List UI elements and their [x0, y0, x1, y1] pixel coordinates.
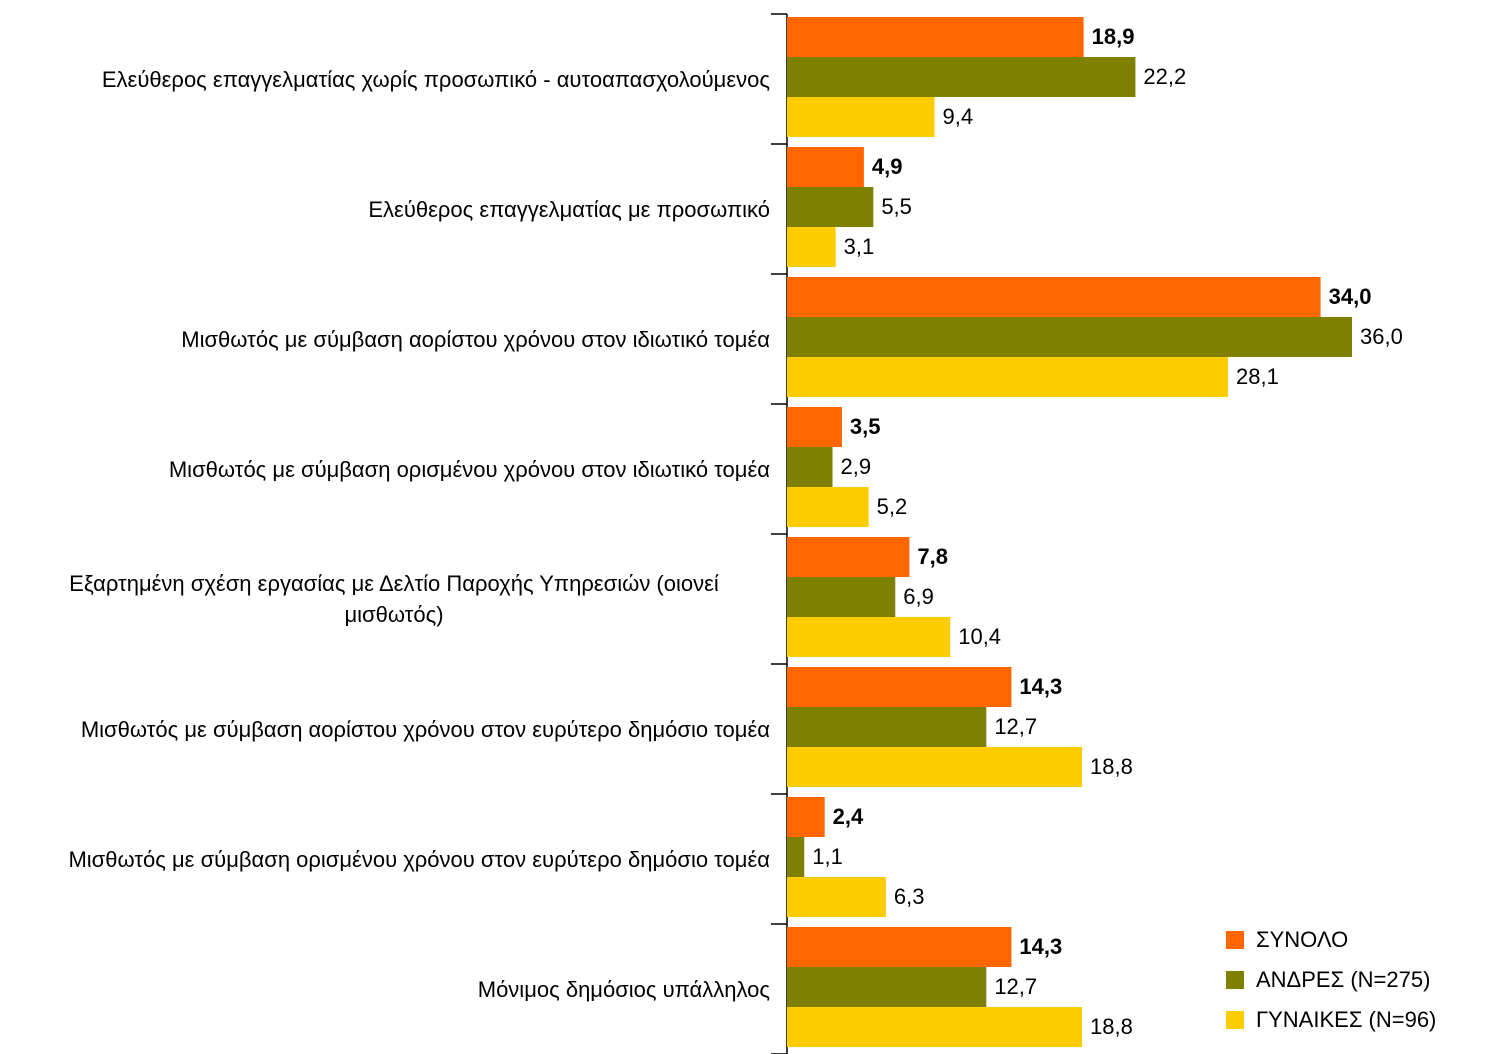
value-label: 2,4: [833, 804, 864, 829]
value-label: 4,9: [872, 154, 903, 179]
category-label: Μόνιμος δημόσιος υπάλληλος: [478, 974, 770, 1005]
category-label: Μισθωτός με σύμβαση ορισμένου χρόνου στο…: [169, 454, 770, 485]
value-label: 6,3: [894, 884, 925, 909]
value-label: 18,8: [1090, 754, 1133, 779]
value-label: 34,0: [1329, 284, 1372, 309]
bar: [787, 617, 950, 657]
value-label: 5,2: [877, 494, 908, 519]
category-label-box: Μισθωτός με σύμβαση ορισμένου χρόνου στο…: [68, 794, 770, 924]
value-label: 14,3: [1019, 674, 1062, 699]
bar: [787, 927, 1011, 967]
value-label: 22,2: [1143, 64, 1186, 89]
value-label: 12,7: [994, 714, 1037, 739]
legend-swatch: [1226, 971, 1244, 989]
bar: [787, 277, 1321, 317]
category-label-box: Ελεύθερος επαγγελματίας με προσωπικό: [368, 144, 770, 274]
value-label: 18,9: [1092, 24, 1135, 49]
category-label-box: Εξαρτημένη σχέση εργασίας με Δελτίο Παρο…: [18, 534, 770, 664]
bar: [787, 447, 833, 487]
bar: [787, 317, 1352, 357]
chart: 18,9 22,2 9,4 4,9 5,53,1 34,0 36,0 28,1 3,5 2,95,…: [0, 0, 1499, 1054]
legend-swatch: [1226, 931, 1244, 949]
bar: [787, 487, 869, 527]
value-label: 9,4: [943, 104, 974, 129]
value-label: 7,8: [917, 544, 948, 569]
category-label-box: Μόνιμος δημόσιος υπάλληλος: [478, 924, 770, 1054]
value-label: 36,0: [1360, 324, 1403, 349]
value-label: 28,1: [1236, 364, 1279, 389]
legend-label: ΣΥΝΟΛΟ: [1256, 927, 1348, 952]
category-label: Μισθωτός με σύμβαση ορισμένου χρόνου στο…: [68, 844, 770, 875]
value-label: 6,9: [903, 584, 934, 609]
bar: [787, 17, 1084, 57]
bar: [787, 187, 873, 227]
bar: [787, 357, 1228, 397]
legend-label: ΑΝΔΡΕΣ (N=275): [1256, 967, 1430, 992]
bar: [787, 877, 886, 917]
category-label: Μισθωτός με σύμβαση αορίστου χρόνου στον…: [81, 714, 770, 745]
value-label: 5,5: [881, 194, 912, 219]
value-label: 1,1: [812, 844, 843, 869]
bar: [787, 797, 825, 837]
value-label: 18,8: [1090, 1014, 1133, 1039]
bar: [787, 537, 909, 577]
value-label: 12,7: [994, 974, 1037, 999]
value-label: 14,3: [1019, 934, 1062, 959]
bar: [787, 57, 1135, 97]
legend-swatch: [1226, 1011, 1244, 1029]
category-label: Ελεύθερος επαγγελματίας χωρίς προσωπικό …: [102, 64, 770, 95]
bar: [787, 227, 836, 267]
category-label-box: Ελεύθερος επαγγελματίας χωρίς προσωπικό …: [102, 14, 770, 144]
category-label: Μισθωτός με σύμβαση αορίστου χρόνου στον…: [181, 324, 770, 355]
bar: [787, 147, 864, 187]
bar: [787, 97, 935, 137]
category-label: Εξαρτημένη σχέση εργασίας με Δελτίο Παρο…: [18, 568, 770, 630]
bar: [787, 667, 1011, 707]
bar: [787, 837, 804, 877]
value-label: 3,1: [844, 234, 875, 259]
bar: [787, 967, 986, 1007]
value-label: 3,5: [850, 414, 881, 439]
category-label: Ελεύθερος επαγγελματίας με προσωπικό: [368, 194, 770, 225]
bar: [787, 1007, 1082, 1047]
category-label-box: Μισθωτός με σύμβαση αορίστου χρόνου στον…: [181, 274, 770, 404]
bar: [787, 577, 895, 617]
category-label-box: Μισθωτός με σύμβαση αορίστου χρόνου στον…: [81, 664, 770, 794]
legend-label: ΓΥΝΑΙΚΕΣ (N=96): [1256, 1007, 1436, 1032]
bar: [787, 407, 842, 447]
bar: [787, 747, 1082, 787]
bar: [787, 707, 986, 747]
category-label-box: Μισθωτός με σύμβαση ορισμένου χρόνου στο…: [169, 404, 770, 534]
value-label: 2,9: [841, 454, 872, 479]
value-label: 10,4: [958, 624, 1001, 649]
